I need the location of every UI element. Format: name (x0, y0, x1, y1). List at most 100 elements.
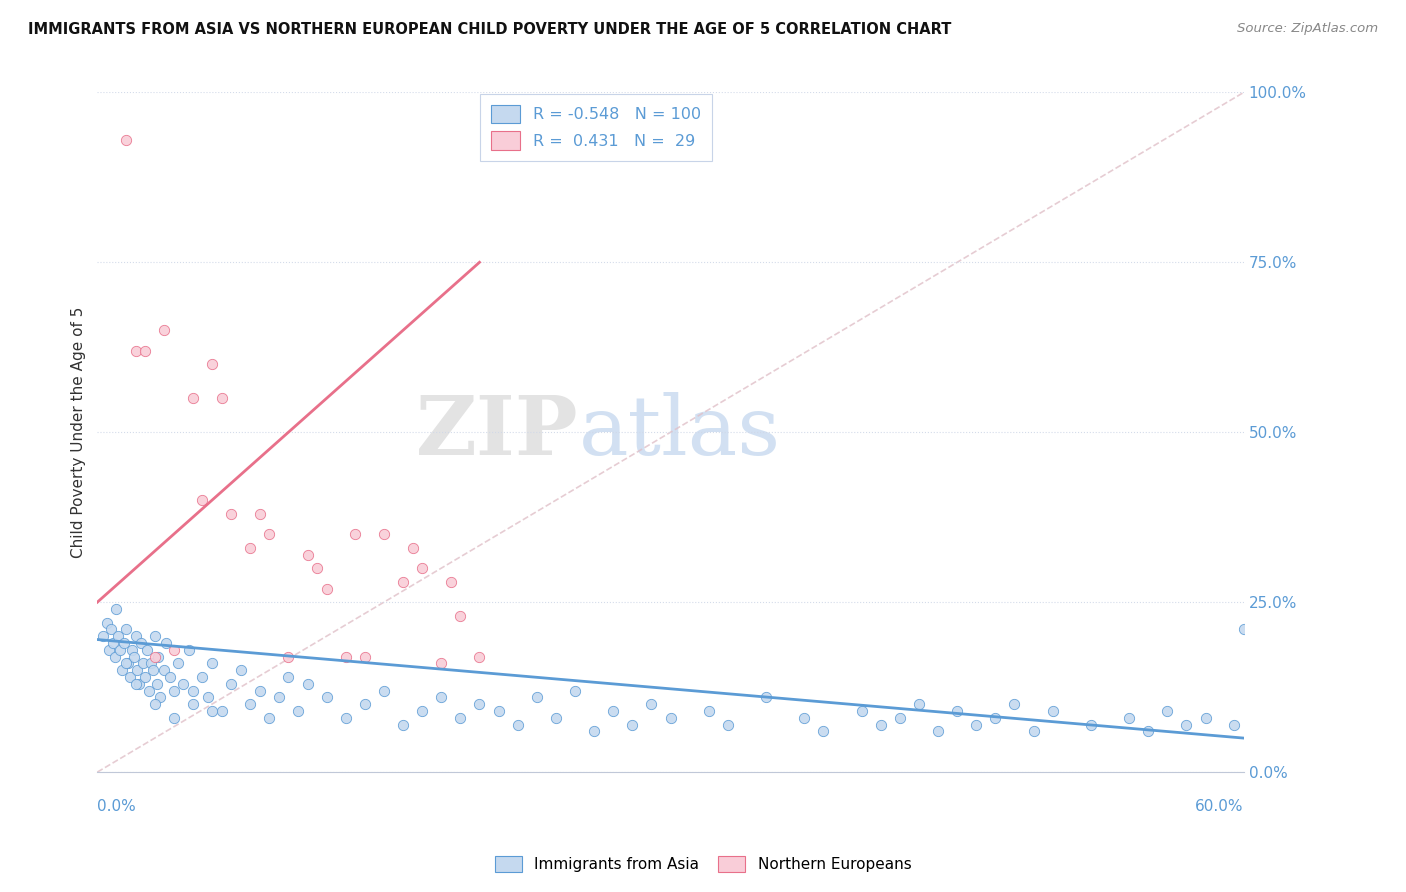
Point (1194, 711, 1216, 725)
Point (97, 642, 120, 657)
Text: 60.0%: 60.0% (1195, 799, 1244, 814)
Point (138, 683, 160, 698)
Point (91, 629, 114, 643)
Point (335, 649, 357, 664)
Point (297, 548, 319, 562)
Point (96, 615, 118, 630)
Point (149, 690, 172, 705)
Point (155, 636, 177, 650)
Point (488, 704, 510, 718)
Point (239, 541, 262, 555)
Point (219, 677, 242, 691)
Point (143, 697, 166, 711)
Point (335, 711, 357, 725)
Point (201, 704, 224, 718)
Point (315, 690, 337, 705)
Point (134, 343, 156, 358)
Point (984, 711, 1007, 725)
Point (136, 642, 159, 657)
Point (148, 649, 170, 664)
Point (813, 724, 835, 739)
Point (249, 683, 271, 698)
Point (134, 670, 156, 684)
Point (277, 670, 299, 684)
Point (229, 663, 252, 677)
Point (259, 527, 281, 541)
Legend: R = -0.548   N = 100, R =  0.431   N =  29: R = -0.548 N = 100, R = 0.431 N = 29 (479, 94, 711, 161)
Point (564, 683, 586, 698)
Point (1080, 717, 1102, 731)
Point (583, 724, 606, 739)
Point (544, 711, 567, 725)
Point (128, 677, 150, 691)
Text: ZIP: ZIP (416, 392, 579, 472)
Point (129, 636, 152, 650)
Point (145, 677, 167, 691)
Point (1156, 704, 1178, 718)
Point (1223, 717, 1246, 731)
Point (153, 323, 176, 337)
Point (344, 527, 367, 541)
Point (411, 704, 433, 718)
Point (440, 574, 463, 589)
Point (197, 690, 219, 705)
Point (117, 657, 139, 671)
Point (373, 527, 395, 541)
Point (143, 649, 166, 664)
Point (105, 602, 128, 616)
Point (392, 574, 415, 589)
Point (115, 657, 138, 671)
Point (1137, 724, 1160, 739)
Point (401, 541, 423, 555)
Point (927, 724, 949, 739)
Point (449, 711, 471, 725)
Point (259, 711, 281, 725)
Point (100, 623, 122, 637)
Point (1042, 704, 1064, 718)
Point (659, 711, 682, 725)
Point (115, 133, 138, 147)
Point (602, 704, 624, 718)
Point (172, 677, 194, 691)
Point (468, 649, 491, 664)
Point (201, 357, 224, 371)
Point (177, 642, 200, 657)
Point (122, 649, 145, 664)
Point (132, 657, 155, 671)
Point (277, 649, 299, 664)
Point (889, 711, 911, 725)
Point (110, 642, 132, 657)
Point (124, 629, 146, 643)
Point (239, 697, 262, 711)
Point (353, 697, 375, 711)
Point (112, 636, 135, 650)
Point (430, 657, 453, 671)
Point (166, 657, 188, 671)
Point (297, 677, 319, 691)
Point (373, 683, 395, 698)
Point (163, 683, 186, 698)
Point (946, 704, 969, 718)
Point (449, 608, 471, 623)
Point (103, 649, 125, 664)
Point (526, 690, 548, 705)
Point (211, 391, 233, 405)
Point (191, 670, 214, 684)
Point (124, 343, 146, 358)
Point (181, 683, 204, 698)
Point (1118, 711, 1140, 725)
Point (118, 670, 141, 684)
Text: Source: ZipAtlas.com: Source: ZipAtlas.com (1237, 22, 1378, 36)
Point (249, 507, 271, 521)
Point (139, 657, 162, 671)
Point (143, 629, 166, 643)
Point (101, 636, 124, 650)
Point (153, 663, 176, 677)
Point (411, 561, 433, 575)
Text: 0.0%: 0.0% (97, 799, 136, 814)
Point (697, 704, 720, 718)
Point (124, 677, 146, 691)
Point (869, 717, 891, 731)
Point (307, 561, 329, 575)
Point (755, 690, 778, 705)
